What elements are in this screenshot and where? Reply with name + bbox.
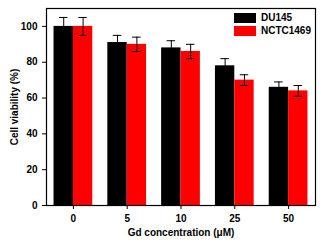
- svg-text:25: 25: [229, 213, 241, 224]
- svg-text:0: 0: [32, 200, 38, 211]
- svg-text:80: 80: [26, 56, 38, 67]
- svg-text:Gd concentration (μM): Gd concentration (μM): [128, 227, 235, 238]
- svg-text:Cell viability (%): Cell viability (%): [9, 69, 20, 146]
- svg-text:50: 50: [283, 213, 295, 224]
- svg-text:10: 10: [175, 213, 187, 224]
- html-text:DU145: DU145: [261, 12, 293, 23]
- svg-text:0: 0: [71, 213, 77, 224]
- svg-text:5: 5: [124, 213, 130, 224]
- svg-text:20: 20: [26, 164, 38, 175]
- svg-text:60: 60: [26, 92, 38, 103]
- html-text:NCTC1469: NCTC1469: [261, 25, 311, 36]
- svg-text:100: 100: [21, 21, 38, 32]
- svg-text:40: 40: [26, 128, 38, 139]
